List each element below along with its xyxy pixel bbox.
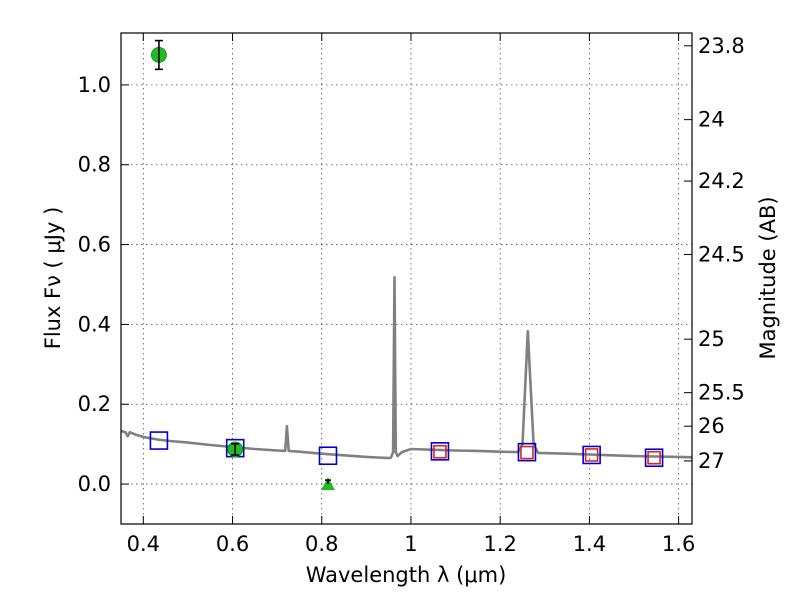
y-tick-label: 0.2	[78, 392, 111, 416]
x-tick-label: 0.4	[127, 532, 160, 556]
x-tick-label: 1	[404, 532, 417, 556]
y-axis-right-label: Magnitude (AB)	[756, 196, 780, 359]
mag-tick-label: 24.2	[698, 169, 745, 193]
y-tick-label: 0.4	[78, 312, 111, 336]
mag-tick-label: 24	[698, 108, 725, 132]
mag-tick-label: 24.5	[698, 243, 745, 267]
mag-tick-label: 23.8	[698, 34, 745, 58]
model-photometry-point	[430, 442, 450, 461]
mag-tick-label: 26	[698, 414, 725, 438]
x-tick-label: 0.8	[305, 532, 338, 556]
observed-nir-point	[433, 444, 447, 459]
model-photometry-point	[149, 431, 169, 450]
model-photometry-point	[318, 446, 338, 466]
observed-nir-point	[520, 445, 534, 460]
y-tick-label: 0.6	[78, 233, 111, 257]
x-tick-label: 0.6	[216, 532, 249, 556]
mag-tick-label: 25.5	[698, 381, 745, 405]
y-axis-label: Flux Fν ( μJy )	[41, 207, 65, 350]
plot-frame	[120, 32, 693, 525]
grid	[121, 33, 692, 524]
model-photometry-point	[517, 442, 537, 462]
y-tick-label: 0.8	[78, 153, 111, 177]
mag-tick-label: 27	[698, 449, 725, 473]
series-layer	[120, 39, 693, 491]
x-tick-label: 1.4	[573, 532, 606, 556]
y-tick-label: 0.0	[78, 472, 111, 496]
x-tick-label: 1.2	[483, 532, 516, 556]
model-photometry-point	[582, 445, 601, 465]
mag-tick-label: 25	[698, 327, 725, 351]
observed-nir-point	[584, 448, 599, 462]
x-axis-label: Wavelength λ (μm)	[306, 563, 507, 587]
ticks: 0.4 0.6 0.8 1 1.2 1.4 1.6 0.0 0.2 0.4 0.6 0.8 1.0 23.…	[78, 33, 745, 556]
y-tick-label: 1.0	[78, 73, 111, 97]
observed-nir-point	[647, 450, 661, 465]
spectrum-line	[120, 276, 693, 460]
model-photometry-point	[644, 448, 664, 468]
x-tick-label: 1.6	[662, 532, 695, 556]
plot-background	[121, 33, 692, 524]
